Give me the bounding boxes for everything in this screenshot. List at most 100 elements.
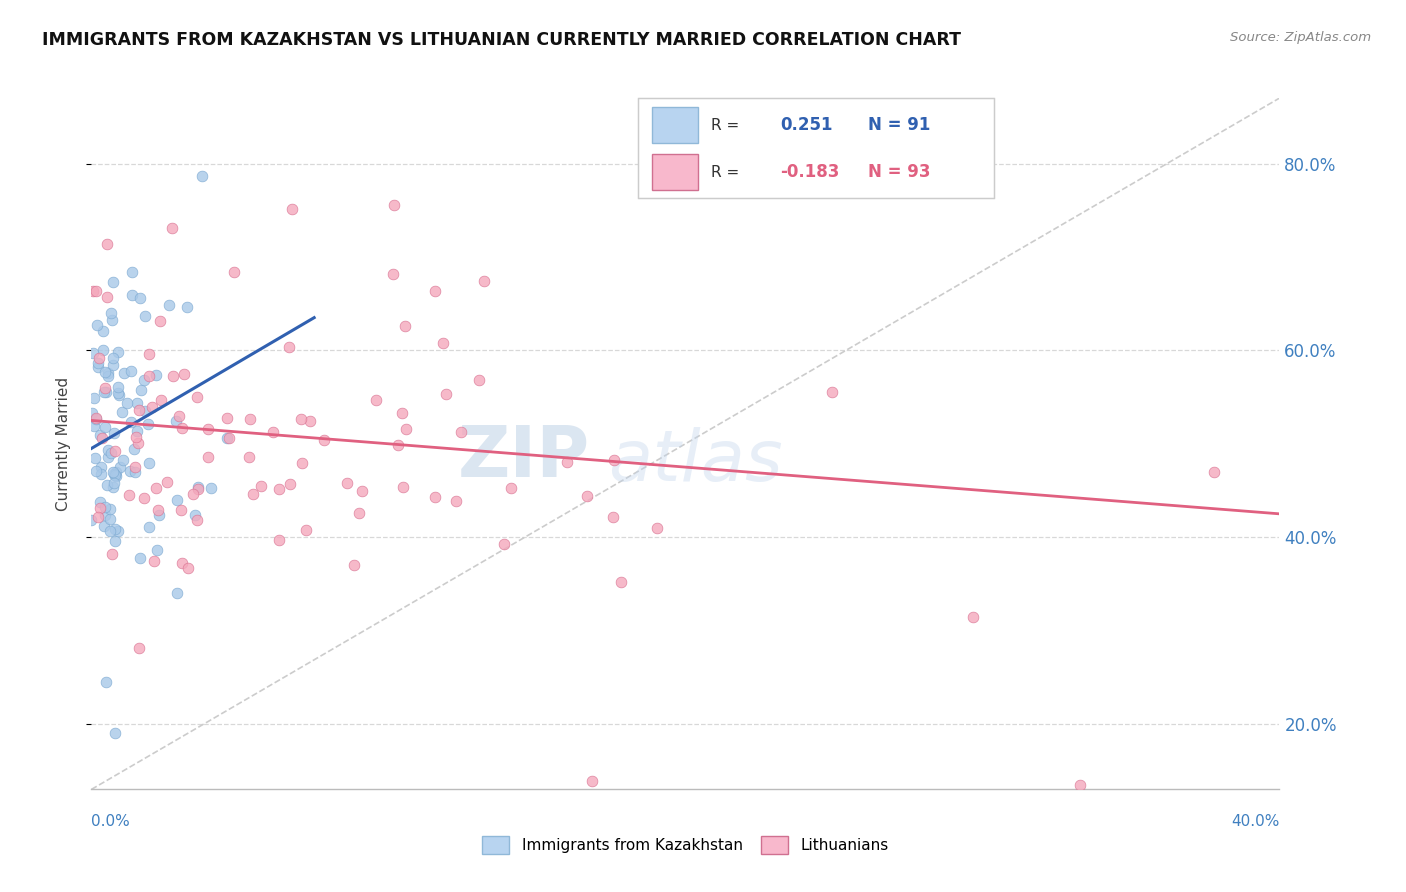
Point — [129, 383, 152, 397]
Point — [82, 285, 104, 299]
Point — [267, 533, 290, 548]
Point — [112, 366, 135, 380]
Point — [172, 421, 194, 435]
Point — [118, 488, 141, 502]
Point — [224, 265, 246, 279]
Point — [187, 483, 209, 497]
Point — [84, 284, 107, 298]
Point — [444, 494, 467, 508]
Point — [101, 358, 124, 372]
Point — [177, 561, 200, 575]
Point — [278, 477, 301, 491]
Point — [165, 414, 187, 428]
Point — [84, 410, 107, 425]
Point — [86, 464, 108, 478]
Point — [423, 490, 446, 504]
Point — [91, 324, 114, 338]
Point — [100, 548, 122, 562]
Point — [105, 466, 128, 480]
Point — [173, 367, 195, 381]
Point — [83, 391, 105, 405]
Point — [87, 510, 110, 524]
Point — [100, 512, 122, 526]
Point — [100, 306, 122, 320]
Point — [312, 433, 335, 447]
Point — [128, 551, 150, 566]
Point — [104, 522, 127, 536]
Point — [90, 460, 112, 475]
Point — [468, 373, 491, 387]
Point — [138, 456, 160, 470]
Point — [262, 425, 284, 440]
Point — [107, 386, 129, 401]
Point — [96, 385, 118, 400]
Point — [381, 267, 404, 281]
Point — [821, 384, 844, 399]
Point — [103, 465, 125, 479]
Point — [101, 480, 124, 494]
Text: -0.183: -0.183 — [780, 163, 839, 181]
Point — [127, 425, 149, 439]
Point — [121, 288, 143, 302]
Point — [82, 406, 104, 420]
Point — [391, 406, 413, 420]
Point — [146, 542, 169, 557]
Point — [100, 446, 122, 460]
Point — [103, 275, 125, 289]
Point — [150, 392, 173, 407]
Point — [336, 475, 359, 490]
Text: ZIP: ZIP — [458, 423, 591, 492]
Point — [93, 366, 115, 380]
Point — [103, 425, 125, 440]
Point — [366, 392, 388, 407]
Text: 40.0%: 40.0% — [1232, 814, 1279, 829]
Point — [200, 481, 222, 495]
Point — [80, 513, 103, 527]
Point — [103, 476, 125, 491]
Point — [112, 453, 135, 467]
Point — [191, 169, 214, 183]
Point — [107, 524, 129, 538]
Point — [169, 409, 191, 423]
Point — [121, 265, 143, 279]
Point — [138, 347, 160, 361]
Point — [394, 318, 416, 333]
Point — [494, 536, 516, 550]
Point — [197, 422, 219, 436]
Point — [97, 450, 120, 464]
Point — [343, 558, 366, 572]
Point — [184, 508, 207, 522]
Legend: Immigrants from Kazakhstan, Lithuanians: Immigrants from Kazakhstan, Lithuanians — [474, 829, 897, 862]
Point — [89, 494, 111, 508]
Point — [89, 351, 111, 366]
Point — [127, 435, 149, 450]
Point — [186, 513, 208, 527]
Point — [125, 396, 148, 410]
Point — [148, 508, 170, 522]
Point — [149, 314, 172, 328]
Point — [576, 490, 599, 504]
Point — [93, 500, 115, 514]
Point — [93, 384, 115, 399]
Point — [238, 450, 260, 465]
Point — [555, 455, 578, 469]
Point — [176, 300, 198, 314]
Point — [278, 340, 301, 354]
Point — [155, 475, 177, 489]
Point — [384, 198, 406, 212]
Point — [117, 396, 139, 410]
Point — [128, 640, 150, 655]
Point — [91, 343, 114, 358]
Point — [118, 464, 141, 478]
Point — [132, 373, 155, 387]
Bar — [652, 107, 699, 144]
Point — [170, 556, 193, 570]
Point — [290, 412, 312, 426]
Point — [269, 482, 291, 496]
Point — [86, 318, 108, 332]
Point — [100, 502, 122, 516]
Point — [146, 502, 169, 516]
Point — [122, 442, 145, 457]
Point — [128, 291, 150, 305]
Point — [145, 368, 167, 382]
